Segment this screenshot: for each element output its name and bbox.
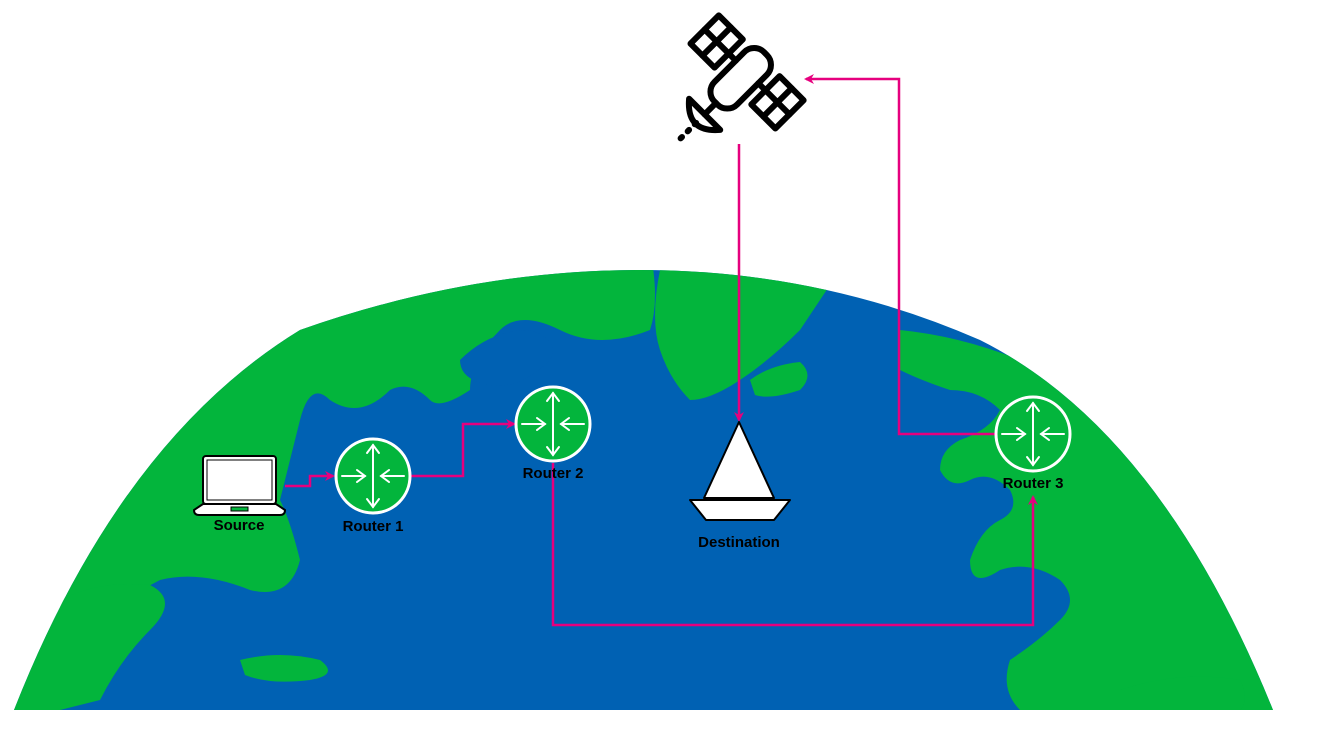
- link-router2-router3: [551, 463, 1038, 627]
- link-router3-satellite: [804, 74, 995, 436]
- router2-label: Router 2: [522, 465, 584, 482]
- sailboat-icon: [689, 421, 791, 521]
- router-icon: [514, 385, 592, 463]
- laptop-icon: [192, 455, 287, 516]
- router3-label: Router 3: [1002, 475, 1064, 492]
- source-label: Source: [213, 517, 265, 534]
- link-router1-router2: [411, 419, 516, 478]
- router1-label: Router 1: [342, 518, 404, 535]
- router-icon: [334, 437, 412, 515]
- destination-label: Destination: [698, 534, 780, 551]
- links: [285, 74, 1038, 627]
- earth-globe: [14, 270, 1273, 710]
- link-source-router1: [285, 471, 335, 488]
- router-icon: [994, 395, 1072, 473]
- satellite-icon: [677, 12, 807, 142]
